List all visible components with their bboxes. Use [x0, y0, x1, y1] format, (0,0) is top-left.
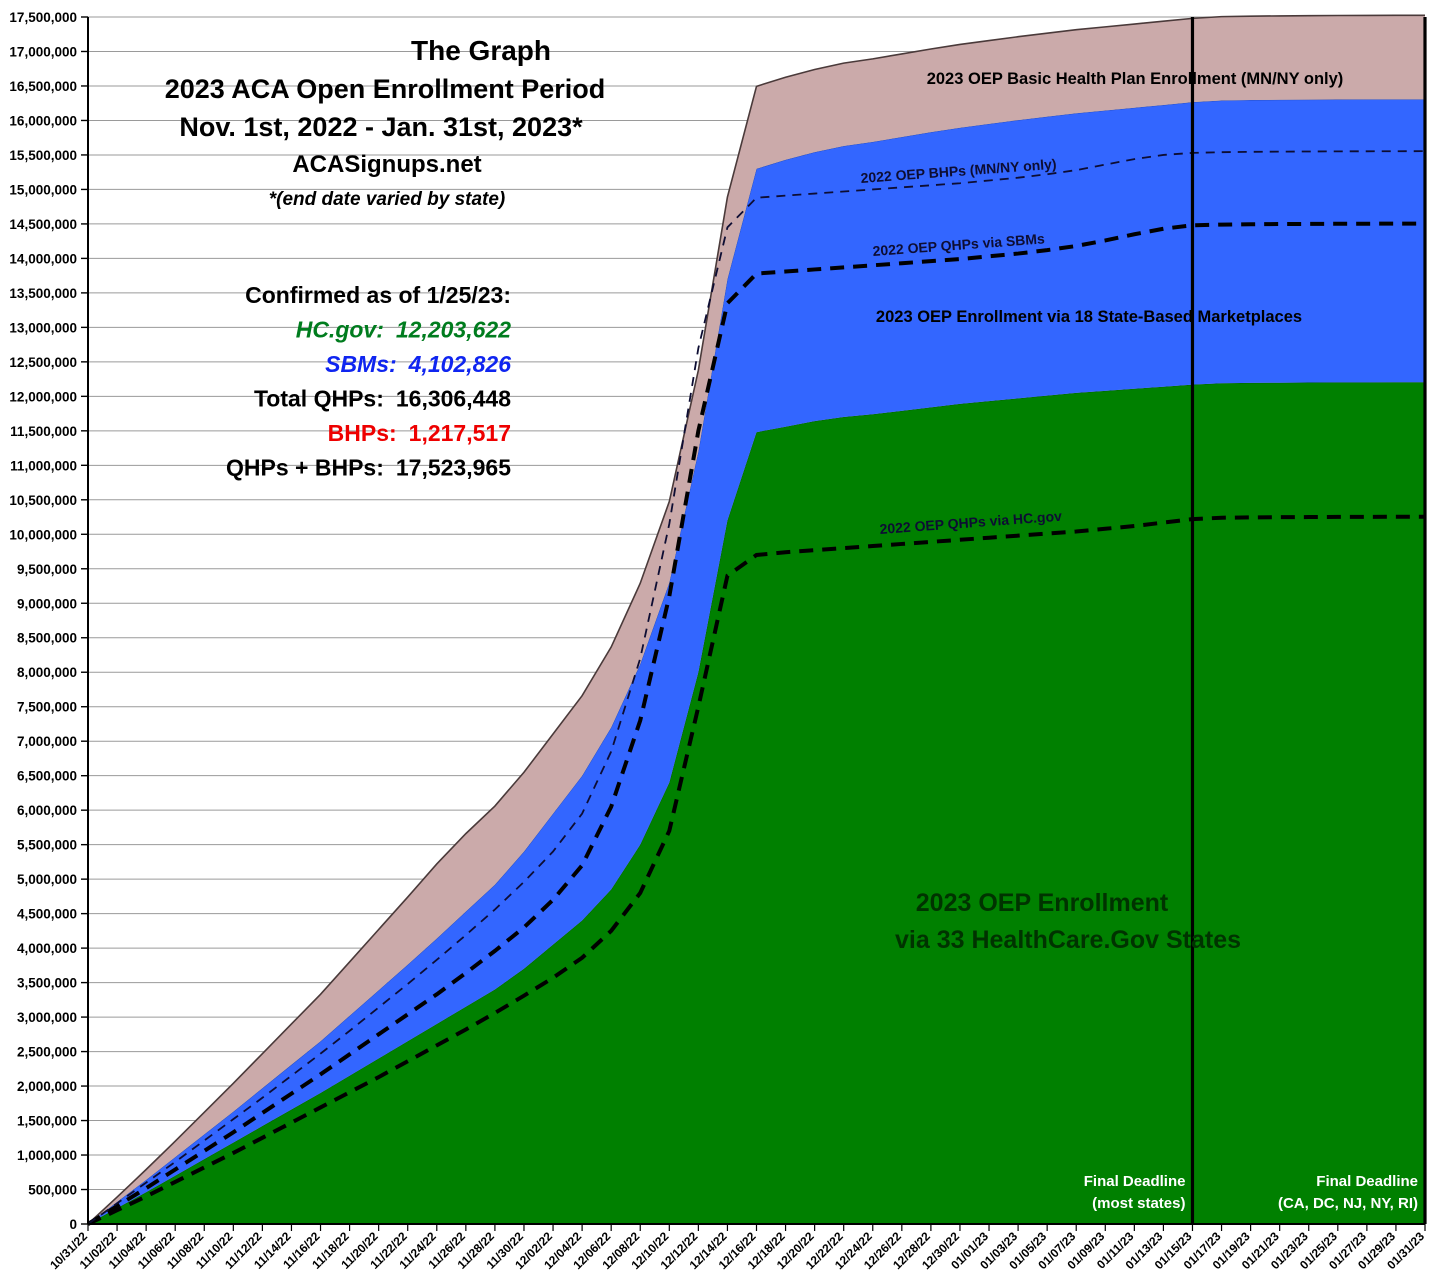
y-tick-label: 1,000,000 — [17, 1148, 77, 1163]
area-outline-2 — [87, 14, 1426, 1225]
annotation-hcgov-band-line-2: via 33 HealthCare.Gov States — [895, 926, 1241, 954]
y-tick-label: 0 — [69, 1217, 77, 1232]
stats-row-label: QHPs + BHPs: — [226, 455, 384, 481]
y-tick-label: 10,000,000 — [9, 527, 77, 542]
y-axis-tick-labels: 0 500,000 1,000,000 1,500,000 2,000,000 2,500… — [9, 10, 88, 1232]
stats-row: 12,203,622 HC.gov: — [296, 317, 511, 343]
dashed-line-2 — [87, 150, 1426, 1225]
y-tick-label: 16,000,000 — [9, 113, 77, 128]
y-tick-label: 5,500,000 — [17, 838, 77, 853]
y-tick-label: 4,000,000 — [17, 941, 77, 956]
deadline-labels: Final Deadline(most states)Final Deadlin… — [1084, 1173, 1418, 1212]
title-line-4: ACASignups.net — [292, 151, 481, 178]
title-line-2: 2023 ACA Open Enrollment Period — [165, 74, 606, 104]
prior-year-dashed-lines — [86, 150, 1426, 1226]
y-tick-label: 11,000,000 — [10, 458, 77, 473]
deadline-label-line-1: Final Deadline — [1084, 1173, 1186, 1190]
deadline-label-final-deadline-most: Final Deadline (most states) — [1084, 1173, 1186, 1212]
deadline-label-line-2: (most states) — [1092, 1195, 1185, 1212]
annotation-hcgov-band-line-1: 2023 OEP Enrollment — [916, 889, 1169, 917]
y-tick-label: 5,000,000 — [17, 872, 77, 887]
y-tick-label: 15,000,000 — [9, 182, 77, 197]
deadline-label-line-2: (CA, DC, NJ, NY, RI) — [1278, 1195, 1418, 1212]
title-line-5: *(end date varied by state) — [269, 189, 506, 210]
stats-row-label: BHPs: — [328, 420, 397, 446]
y-tick-label: 17,500,000 — [9, 10, 77, 25]
stats-row-label: HC.gov: — [296, 317, 384, 343]
area-series-1 — [88, 99, 1425, 1225]
stacked-areas — [87, 14, 1426, 1225]
title-line-1: The Graph — [411, 35, 551, 66]
deadline-label-line-1: Final Deadline — [1316, 1173, 1418, 1190]
y-tick-label: 8,500,000 — [17, 631, 77, 646]
stats-row-value: 12,203,622 — [396, 317, 511, 343]
y-tick-label: 17,000,000 — [9, 44, 77, 59]
title-line-3: Nov. 1st, 2022 - Jan. 31st, 2023* — [179, 112, 583, 142]
y-tick-label: 13,000,000 — [9, 320, 77, 335]
y-tick-label: 7,500,000 — [17, 700, 77, 715]
y-tick-label: 9,500,000 — [17, 562, 77, 577]
y-tick-label: 2,000,000 — [17, 1079, 77, 1094]
stats-heading: Confirmed as of 1/25/23: — [245, 282, 511, 308]
stats-row-label: SBMs: — [325, 351, 397, 377]
title-block: The Graph 2023 ACA Open Enrollment Perio… — [165, 35, 606, 210]
y-tick-label: 4,500,000 — [17, 907, 77, 922]
y-tick-label: 500,000 — [28, 1183, 77, 1198]
y-tick-label: 15,500,000 — [9, 148, 77, 163]
y-tick-label: 14,000,000 — [9, 251, 77, 266]
area-series-0 — [88, 382, 1425, 1224]
y-tick-label: 14,500,000 — [9, 217, 77, 232]
stats-row-value: 17,523,965 — [396, 455, 511, 481]
y-tick-label: 9,000,000 — [17, 596, 77, 611]
y-tick-label: 6,000,000 — [17, 803, 77, 818]
y-tick-label: 1,500,000 — [17, 1114, 77, 1129]
annotation-sbm-band: 2023 OEP Enrollment via 18 State-Based M… — [876, 308, 1302, 326]
stats-row-value: 4,102,826 — [408, 351, 512, 377]
y-tick-label: 16,500,000 — [9, 79, 77, 94]
stats-row-label: Total QHPs: — [254, 386, 384, 412]
dashed-line-0 — [87, 514, 1426, 1226]
deadline-label-final-deadline-states: Final Deadline (CA, DC, NJ, NY, RI) — [1278, 1173, 1418, 1212]
y-tick-label: 12,000,000 — [9, 389, 77, 404]
y-tick-label: 8,000,000 — [17, 665, 77, 680]
stats-row-value: 16,306,448 — [396, 386, 511, 412]
y-tick-label: 10,500,000 — [9, 493, 77, 508]
area-series-2 — [88, 15, 1425, 1225]
y-tick-label: 12,500,000 — [9, 355, 77, 370]
annotation-bhp-band: 2023 OEP Basic Health Plan Enrollment (M… — [927, 70, 1344, 88]
y-tick-label: 13,500,000 — [9, 286, 77, 301]
stats-block: Confirmed as of 1/25/23: 12,203,622 HC.gov… — [226, 282, 511, 481]
y-tick-label: 3,000,000 — [17, 1010, 77, 1025]
stats-row: 16,306,448 Total QHPs: — [254, 386, 511, 412]
y-tick-label: 6,500,000 — [17, 769, 77, 784]
y-tick-label: 3,500,000 — [17, 976, 77, 991]
dashed-line-1 — [86, 221, 1426, 1226]
y-tick-label: 11,500,000 — [10, 424, 77, 439]
stats-row-value: 1,217,517 — [409, 420, 511, 446]
stats-row: 4,102,826 SBMs: — [325, 351, 511, 377]
stats-row: 17,523,965 QHPs + BHPs: — [226, 455, 511, 481]
stats-row: 1,217,517 BHPs: — [328, 420, 511, 446]
y-tick-label: 2,500,000 — [17, 1045, 77, 1060]
y-tick-label: 7,000,000 — [17, 734, 77, 749]
